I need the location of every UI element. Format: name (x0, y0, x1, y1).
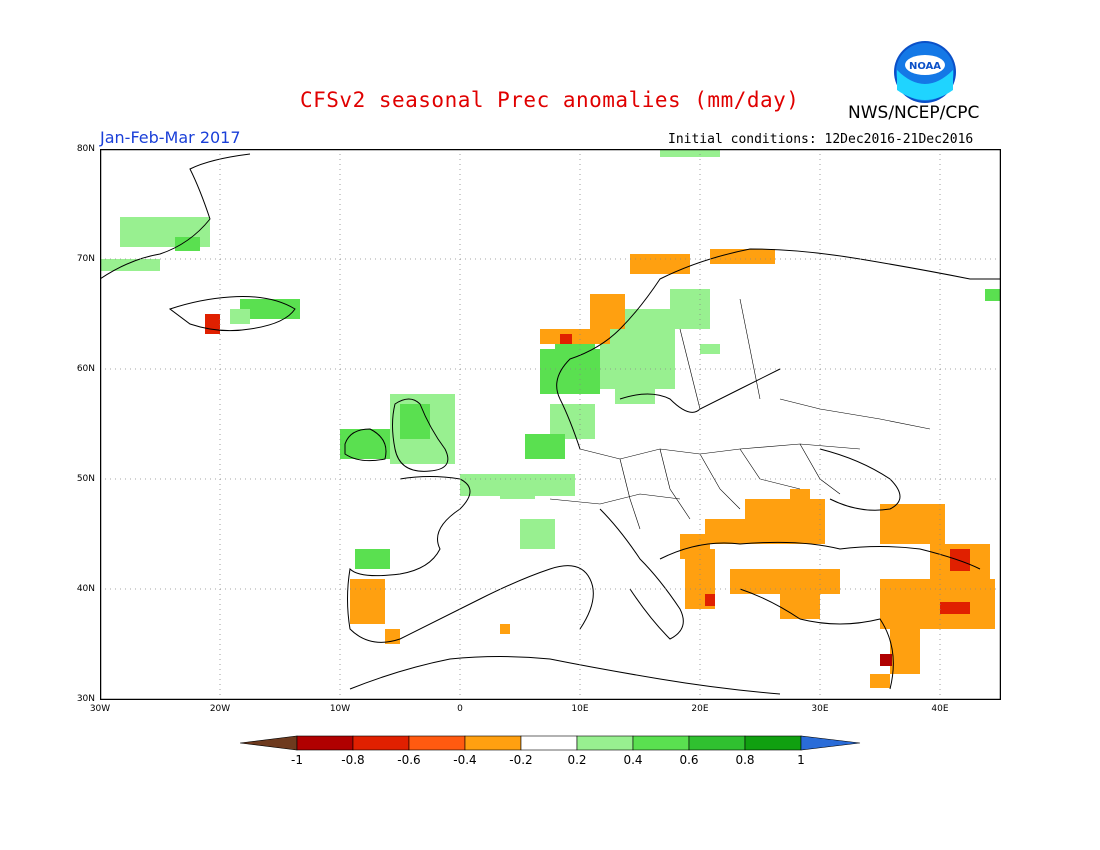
initial-conditions-label: Initial conditions: 12Dec2016-21Dec2016 (668, 132, 974, 147)
legend-label-10: 1 (797, 753, 805, 767)
map-title: CFSv2 seasonal Prec anomalies (mm/day) (300, 88, 800, 112)
positive-anomaly-cells (100, 149, 1001, 569)
lat-label-40n: 40N (76, 584, 95, 594)
legend-box-6 (576, 735, 634, 751)
legend-box-5 (520, 735, 578, 751)
lat-label-70n: 70N (76, 254, 95, 264)
lat-label-60n: 60N (76, 364, 95, 374)
lon-label-20w: 20W (209, 704, 231, 714)
legend-label-7: 0.4 (623, 753, 643, 767)
legend-box-2 (352, 735, 410, 751)
legend-label-5: -0.2 (509, 753, 533, 767)
legend-label-4: -0.4 (453, 753, 477, 767)
forecast-period: Jan-Feb-Mar 2017 (100, 128, 241, 147)
legend-box-9 (744, 735, 802, 751)
legend-box-3 (408, 735, 466, 751)
legend-label-2: -0.8 (341, 753, 365, 767)
noaa-logo: NOAA (894, 41, 956, 103)
legend-box-8 (688, 735, 746, 751)
legend-arrow-right (800, 735, 861, 751)
lon-label-40e: 40E (931, 704, 949, 714)
lon-label-0: 0 (457, 704, 463, 714)
lon-label-20e: 20E (691, 704, 709, 714)
graticule (100, 149, 1001, 700)
coastlines (100, 153, 1001, 695)
lat-label-80n: 80N (76, 144, 95, 154)
color-legend (240, 735, 861, 751)
lon-label-30e: 30E (811, 704, 829, 714)
precipitation-anomaly-map (100, 149, 1001, 700)
lon-label-10w: 10W (329, 704, 351, 714)
negative-anomaly-cells (350, 249, 995, 688)
legend-label-1: -1 (291, 753, 303, 767)
organization-label: NWS/NCEP/CPC (848, 103, 980, 123)
lon-label-10e: 10E (571, 704, 589, 714)
legend-box-7 (632, 735, 690, 751)
lat-label-50n: 50N (76, 474, 95, 484)
legend-label-3: -0.6 (397, 753, 421, 767)
legend-arrow-left (240, 735, 298, 751)
legend-box-4 (464, 735, 522, 751)
legend-label-6: 0.2 (567, 753, 587, 767)
lat-label-30n: 30N (76, 694, 95, 704)
lon-label-30w: 30W (89, 704, 111, 714)
svg-text:NOAA: NOAA (909, 61, 941, 72)
legend-label-8: 0.6 (679, 753, 699, 767)
legend-label-9: 0.8 (735, 753, 755, 767)
legend-box-1 (296, 735, 354, 751)
